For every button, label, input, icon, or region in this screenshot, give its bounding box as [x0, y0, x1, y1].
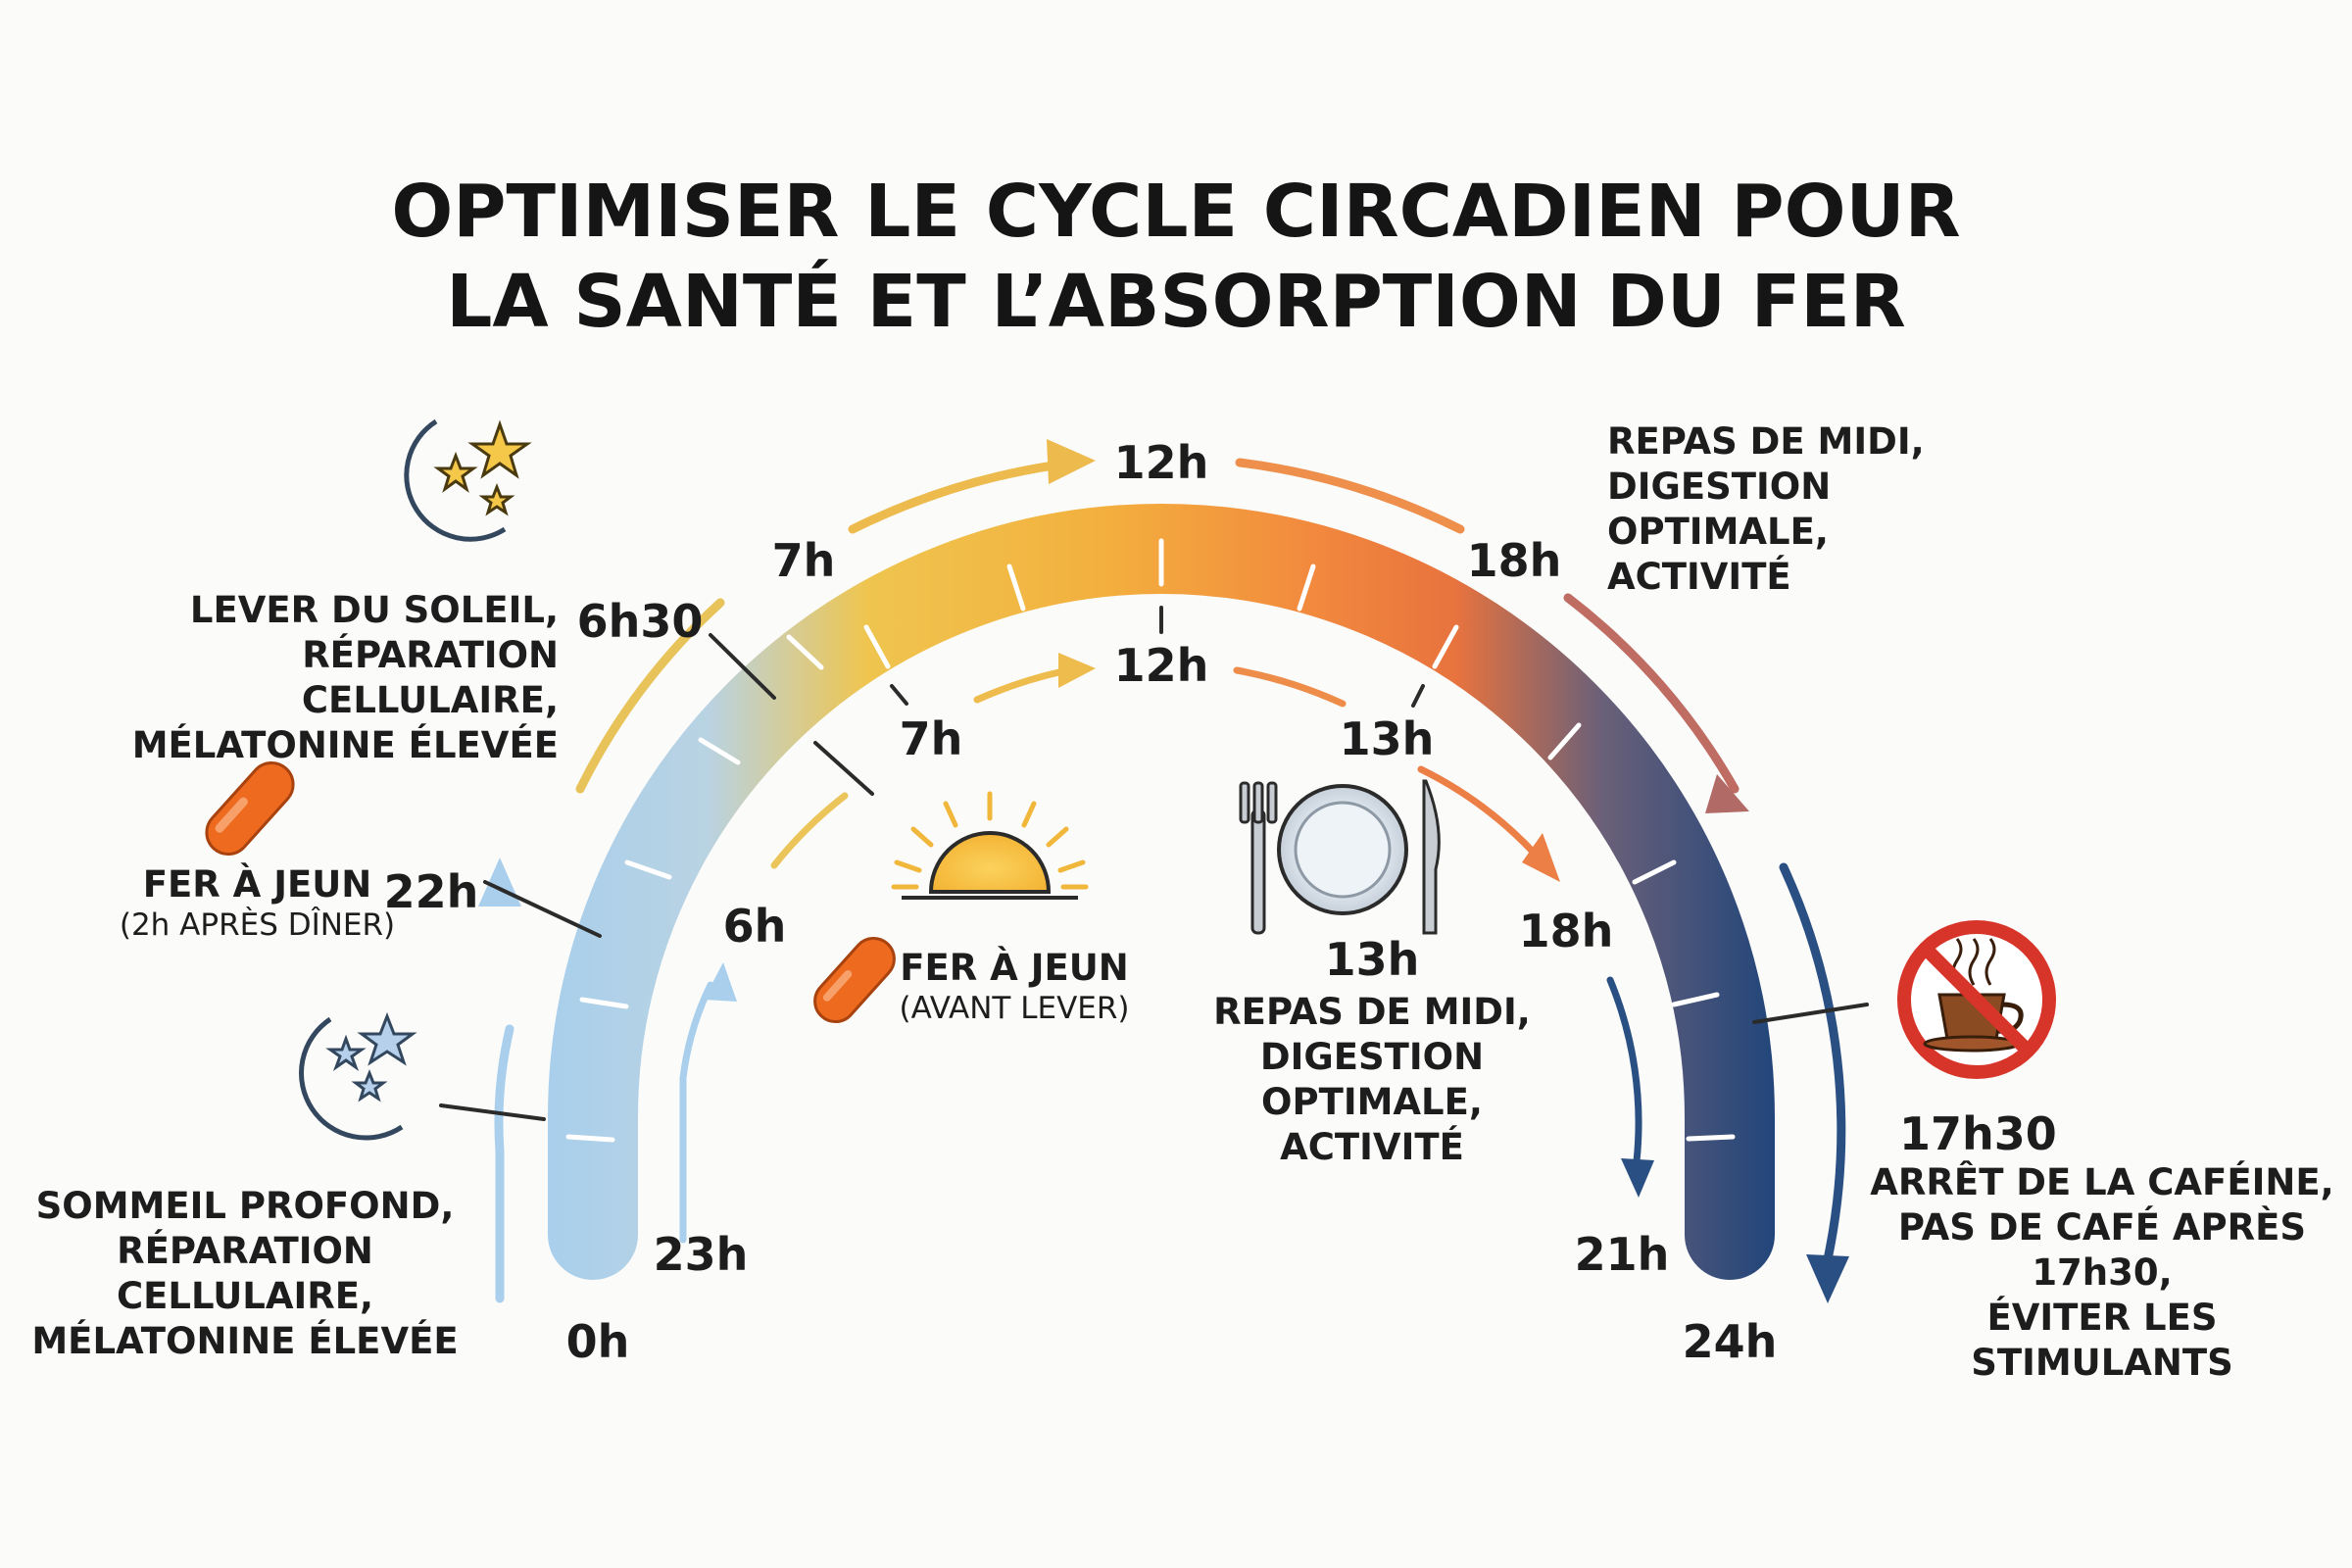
outer-time-18h: 18h [1466, 534, 1562, 587]
note-cafeine: 17h30 ARRÊT DE LA CAFÉINE, PAS DE CAFÉ A… [1870, 1107, 2334, 1384]
note-repas-midi-center: 13h REPAS DE MIDI, DIGESTION OPTIMALE, A… [1213, 933, 1531, 1168]
outer-time-12h: 12h [1113, 436, 1209, 489]
plate-cutlery-icon [1239, 779, 1441, 935]
sunrise-icon [891, 791, 1089, 900]
no-coffee-icon [1897, 920, 2056, 1079]
title-line-1: OPTIMISER LE CYCLE CIRCADIEN POUR [391, 170, 1961, 254]
outer-time-24h: 24h [1682, 1315, 1778, 1368]
iron-pill-icon [813, 936, 896, 1024]
inner-time-6h: 6h [722, 900, 787, 953]
note-sommeil-profond: SOMMEIL PROFOND, RÉPARATION CELLULAIRE, … [31, 1185, 459, 1362]
inner-arrowheads [704, 653, 1654, 1198]
outer-time-7h: 7h [771, 534, 836, 587]
arc-tick-marks [565, 538, 1736, 1143]
outer-cycle-arrows [494, 458, 1846, 1303]
inner-time-13h: 13h [1339, 712, 1435, 765]
note-repas-midi-top: REPAS DE MIDI, DIGESTION OPTIMALE, ACTIV… [1607, 420, 1925, 598]
page-title: OPTIMISER LE CYCLE CIRCADIEN POUR LA SAN… [0, 167, 2352, 347]
note-lever-du-soleil: LEVER DU SOLEIL, RÉPARATION CELLULAIRE, … [131, 589, 559, 766]
iron-pill-icon [205, 760, 295, 857]
note-fer-a-jeun-lever: FER À JEUN (AVANT LEVER) [899, 947, 1130, 1026]
moon-stars-icon [404, 418, 532, 542]
inner-time-18h: 18h [1518, 905, 1614, 957]
title-line-2: LA SANTÉ ET L’ABSORPTION DU FER [446, 260, 1906, 344]
inner-time-7h: 7h [899, 712, 963, 765]
inner-cycle-arrows [679, 666, 1642, 1244]
leader-lines [439, 606, 1869, 1121]
moon-stars-icon [299, 1011, 417, 1141]
inner-time-23h: 23h [653, 1228, 749, 1281]
outer-time-22h: 22h [383, 865, 479, 918]
outer-time-0h: 0h [565, 1315, 630, 1368]
inner-time-12h: 12h [1113, 639, 1209, 692]
note-fer-a-jeun-diner: FER À JEUN (2h APRÈS DÎNER) [119, 863, 396, 943]
outer-time-6h30: 6h30 [576, 595, 704, 648]
inner-time-21h: 21h [1574, 1228, 1670, 1281]
